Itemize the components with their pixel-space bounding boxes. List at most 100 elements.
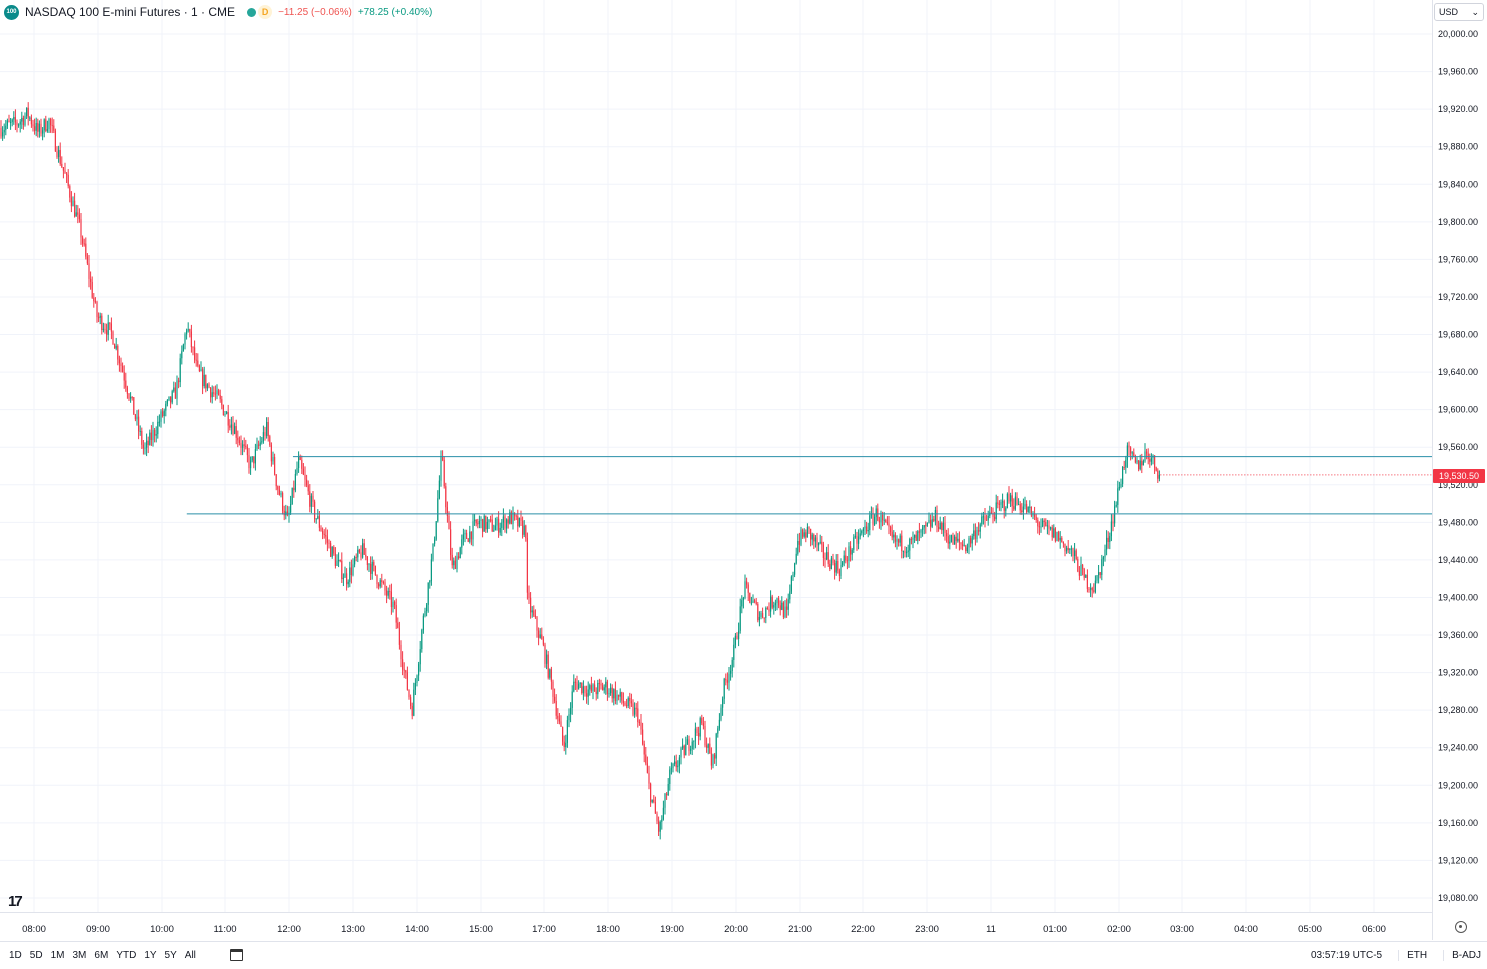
candle-body [1106,537,1108,550]
candle-body [744,581,746,598]
candle-body [574,681,576,683]
candle-body [58,149,60,157]
candle-body [854,535,856,538]
candle-body [722,698,724,708]
bottom-toolbar: 1D 5D 1M 3M 6M YTD 1Y 5Y All 03:57:19 UT… [0,941,1487,969]
candle-body [874,516,876,525]
candle-body [808,526,810,529]
candle-body [90,278,92,282]
candle-body [125,380,127,388]
candle-body [813,534,815,542]
candle-body [98,317,100,319]
candle-body [930,520,932,527]
range-6m[interactable]: 6M [94,950,109,961]
candle-body [195,359,197,361]
currency-select[interactable]: USD ⌄ [1434,3,1484,21]
candle-body [541,634,543,640]
candle-body [86,256,88,264]
candle-body [600,683,602,686]
y-tick-label: 19,800.00 [1438,217,1478,227]
candle-body [704,725,706,746]
candle-body [578,684,580,690]
candle-body [256,444,258,450]
candle-body [653,799,655,803]
candle-body [638,721,640,723]
candle-body [1109,536,1111,542]
candle-body [1114,506,1116,524]
candle-body [965,545,967,552]
range-3m[interactable]: 3M [72,950,87,961]
candle-body [366,556,368,566]
candle-body [186,330,188,335]
candle-body [613,689,615,699]
candle-body [1093,590,1095,592]
candle-body [480,519,482,521]
candle-body [277,486,279,490]
candle-body [402,659,404,670]
candle-body [24,115,26,125]
symbol-badge[interactable]: 100 [4,4,19,20]
candle-body [755,601,757,605]
candle-body [592,684,594,691]
candle-body [1054,528,1056,542]
calendar-icon[interactable] [230,949,243,961]
candle-body [896,539,898,542]
range-5d[interactable]: 5D [29,950,43,961]
candle-body [1112,521,1114,524]
candle-body [797,540,799,554]
candle-body [134,414,136,420]
candle-body [624,702,626,706]
candle-body [531,610,533,613]
delayed-badge[interactable]: D [258,5,273,19]
range-1d[interactable]: 1D [9,950,22,961]
range-all[interactable]: All [184,950,196,961]
candle-body [891,531,893,538]
candle-body [984,516,986,520]
candle-body [1051,527,1053,538]
adjustment-toggle[interactable]: B-ADJ [1443,950,1481,961]
settings-icon[interactable] [1455,921,1467,933]
candle-body [272,457,274,462]
candle-body [632,703,634,715]
candle-body [725,678,727,681]
candle-body [947,536,949,544]
clock-time[interactable]: 03:57:19 UTC-5 [1310,950,1383,961]
candle-body [549,669,551,678]
candle-body [934,509,936,521]
candle-body [486,521,488,530]
candle-body [358,549,360,553]
candle-body [642,729,644,744]
candle-body [451,554,453,566]
candle-body [496,518,498,526]
range-1m[interactable]: 1M [50,950,65,961]
candle-body [168,396,170,401]
candle-body [525,525,527,539]
range-ytd[interactable]: YTD [116,950,137,961]
candle-body [475,519,477,524]
symbol-title[interactable]: NASDAQ 100 E-mini Futures · 1 · CME [25,5,236,19]
session-toggle[interactable]: ETH [1398,950,1427,961]
candle-body [37,123,39,132]
candle-body [1074,550,1076,557]
candle-body [0,127,2,137]
candle-body [1126,445,1128,461]
candle-body [910,538,912,540]
candle-body [334,553,336,566]
candle-body [269,436,271,446]
candle-body [410,697,412,706]
market-open-dot-icon[interactable] [247,7,257,17]
tradingview-logo[interactable]: 17 [8,893,23,910]
candle-body [966,547,968,552]
candle-body [261,441,263,443]
candle-body [598,683,600,685]
candle-body [643,743,645,755]
range-5y[interactable]: 5Y [164,950,177,961]
candle-body [678,757,680,766]
candle-body [605,681,607,688]
candle-body [171,391,173,403]
candle-body [363,543,365,555]
range-1y[interactable]: 1Y [144,950,157,961]
candle-body [342,577,344,579]
candle-body [150,432,152,440]
